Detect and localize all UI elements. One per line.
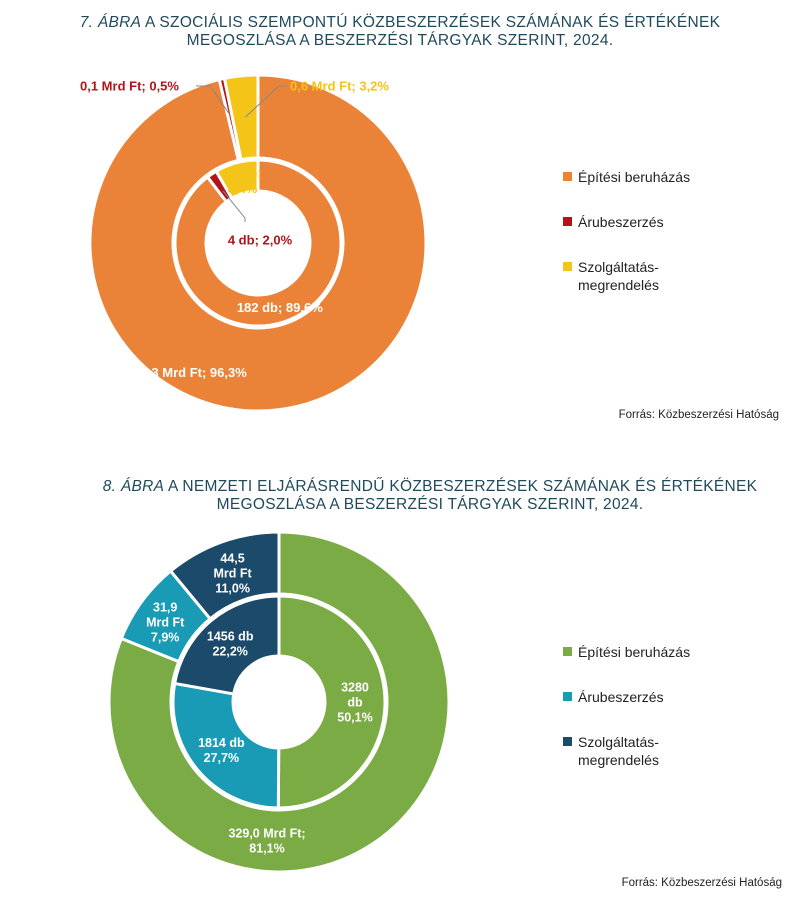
data-label: 0,1 Mrd Ft; 0,5%	[80, 79, 179, 94]
legend-swatch	[563, 692, 572, 701]
data-label: 18,3 Mrd Ft; 96,3%	[133, 365, 247, 380]
inner-ring-slice-szolgáltatás-megrendelés	[173, 594, 281, 696]
outer-ring-slice-szolgáltatás-megrendelés	[169, 530, 281, 621]
legend-label: Szolgáltatás-	[578, 734, 659, 750]
data-label: 4 db; 2,0%	[228, 233, 293, 248]
legend-label: Szolgáltatás-	[578, 259, 659, 275]
data-label: 31,9 Mrd Ft 7,9%	[146, 601, 185, 645]
data-label: 3280 db 50,1%	[337, 681, 372, 725]
data-label: 329,0 Mrd Ft; 81,1%	[228, 826, 305, 855]
legend: Építési beruházás Árubeszerzés Szolgáltatá…	[560, 643, 780, 769]
data-label: 1456 db 22,2%	[207, 630, 254, 659]
data-label: 17 db; 8,4%	[223, 166, 261, 197]
figure-7: 7. ÁBRA A SZOCIÁLIS SZEMPONTÚ KÖZBESZERZ…	[0, 0, 800, 450]
legend-swatch	[563, 647, 572, 656]
legend-item: Szolgáltatás-megrendelés	[560, 733, 780, 769]
leader-line	[222, 190, 246, 222]
donut-chart-7: 18,3 Mrd Ft; 96,3% 182 db; 89,6% 17 db; 8,4…	[80, 73, 428, 413]
source-note: Forrás: Közbeszerzési Hatóság	[618, 409, 779, 421]
donut-chart-8: 329,0 Mrd Ft; 81,1% 31,9 Mrd Ft 7,9% 44,5 Mrd …	[107, 530, 451, 874]
legend-label: Építési beruházás	[578, 644, 691, 660]
data-label: 1814 db 27,7%	[198, 736, 245, 765]
legend-label: Árubeszerzés	[578, 214, 664, 230]
title-line-2: MEGOSZLÁSA A BESZERZÉSI TÁRGYAK SZERINT,…	[186, 32, 614, 49]
legend-swatch	[563, 172, 572, 181]
legend-item: Árubeszerzés	[560, 688, 780, 706]
data-label: 44,5 Mrd Ft 11,0%	[213, 551, 252, 595]
inner-ring-slice-építési-beruházás	[173, 158, 343, 328]
legend-item: Építési beruházás	[560, 168, 780, 186]
legend-label: megrendelés	[578, 752, 659, 768]
chart-title: 7. ÁBRA A SZOCIÁLIS SZEMPONTÚ KÖZBESZERZ…	[0, 14, 800, 50]
title-number: 8. ÁBRA	[102, 478, 165, 495]
source-note: Forrás: Közbeszerzési Hatóság	[621, 877, 782, 889]
legend-label: megrendelés	[578, 277, 659, 293]
leader-line	[244, 85, 287, 118]
legend: Építési beruházás Árubeszerzés Szolgáltatá…	[560, 168, 780, 294]
data-label: 182 db; 89,6%	[237, 300, 323, 315]
legend-swatch	[563, 217, 572, 226]
inner-ring-slice-építési-beruházás	[276, 594, 387, 810]
title-line-2: MEGOSZLÁSA A BESZERZÉSI TÁRGYAK SZERINT,…	[216, 496, 644, 513]
title-text: A SZOCIÁLIS SZEMPONTÚ KÖZBESZERZÉSEK SZÁ…	[141, 14, 721, 31]
inner-ring-slice-árubeszerzés	[171, 681, 281, 810]
title-number: 7. ÁBRA	[79, 14, 142, 31]
leader-line	[196, 85, 231, 115]
figure-8: 8. ÁBRA A NEMZETI ELJÁRÁSRENDŰ KÖZBESZER…	[0, 462, 800, 914]
outer-ring-slice-szolgáltatás-megrendelés	[222, 73, 260, 162]
inner-ring-slice-szolgáltatás-megrendelés	[214, 158, 260, 200]
outer-ring-slice-építési-beruházás	[88, 73, 428, 413]
legend-item: Szolgáltatás-megrendelés	[560, 258, 780, 294]
legend-swatch	[563, 262, 572, 271]
legend-item: Építési beruházás	[560, 643, 780, 661]
legend-swatch	[563, 737, 572, 746]
data-label: 0,6 Mrd Ft; 3,2%	[290, 79, 389, 94]
legend-label: Árubeszerzés	[578, 689, 664, 705]
legend-item: Árubeszerzés	[560, 213, 780, 231]
chart-title: 8. ÁBRA A NEMZETI ELJÁRÁSRENDŰ KÖZBESZER…	[30, 478, 800, 514]
outer-ring-slice-építési-beruházás	[107, 530, 451, 874]
title-text: A NEMZETI ELJÁRÁSRENDŰ KÖZBESZERZÉSEK SZ…	[164, 478, 758, 495]
legend-label: Építési beruházás	[578, 169, 691, 185]
